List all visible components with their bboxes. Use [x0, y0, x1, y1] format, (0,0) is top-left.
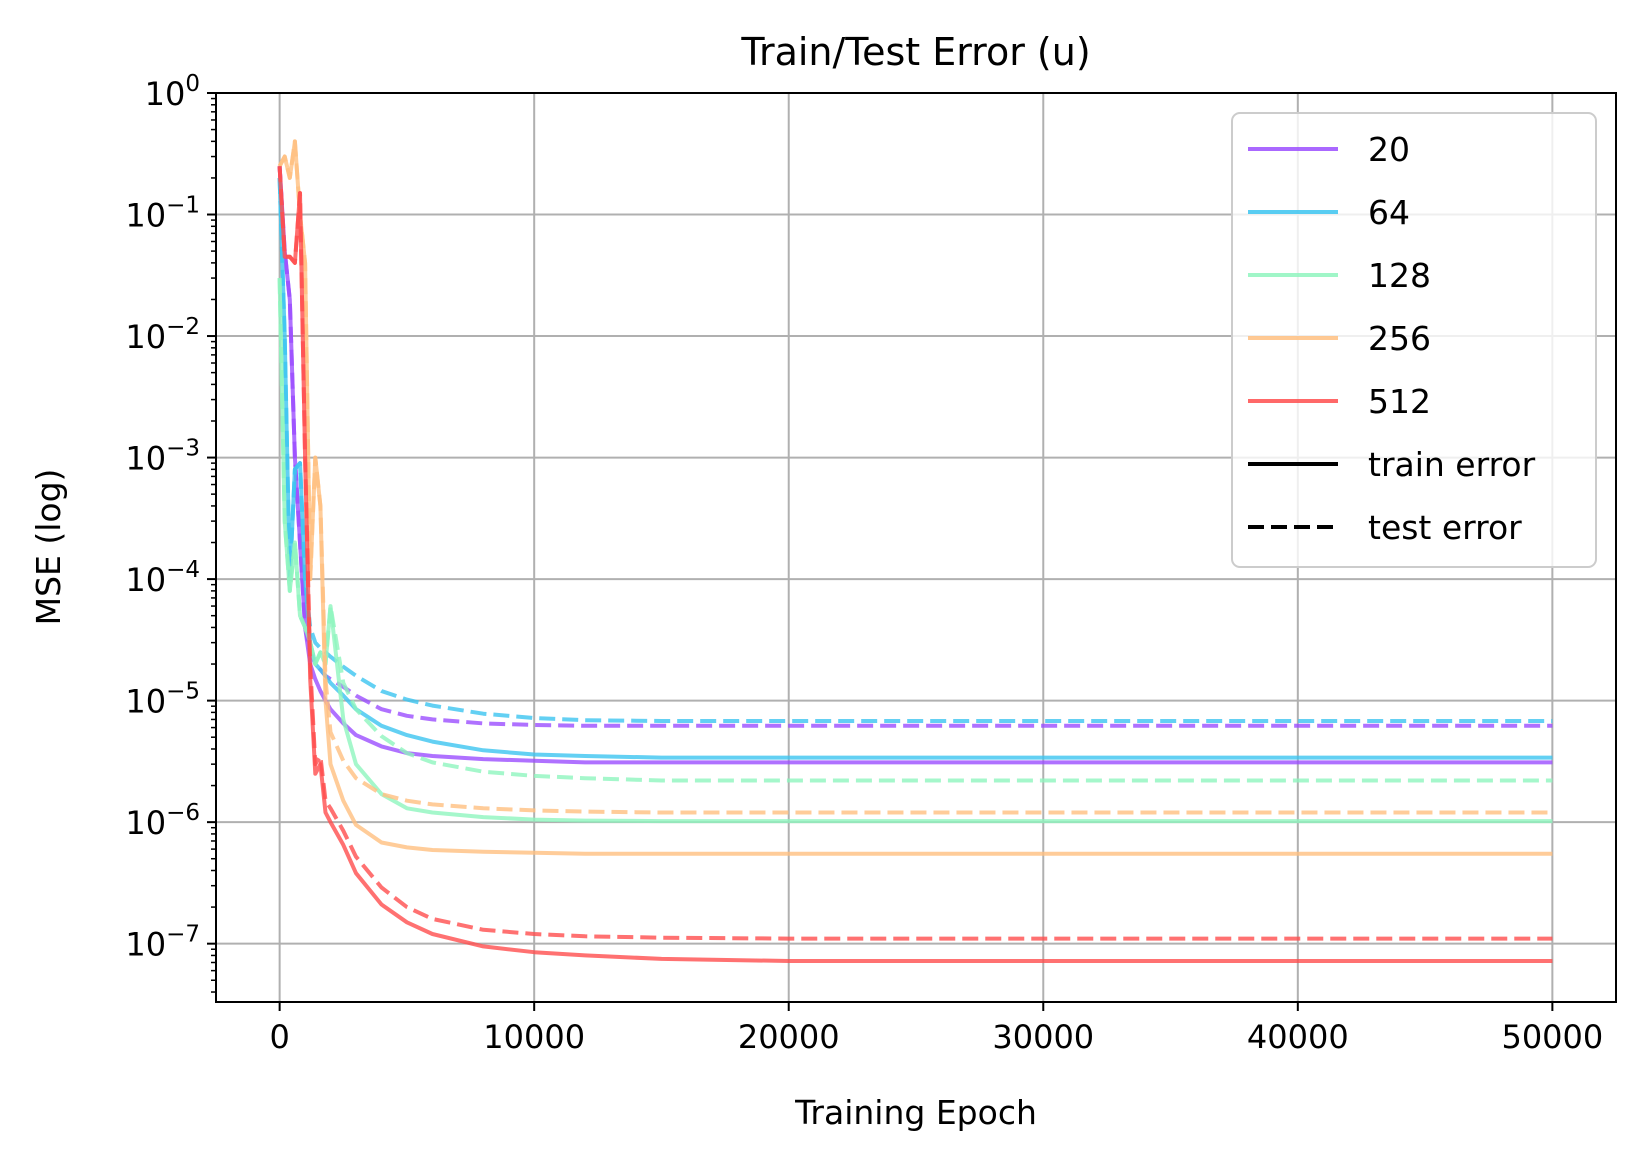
legend-label: 128: [1368, 256, 1431, 295]
x-tick-label: 30000: [992, 1018, 1094, 1056]
series-line-512-test: [277, 166, 1553, 941]
plot-lines: [277, 139, 1553, 963]
x-tick-label: 40000: [1247, 1018, 1349, 1056]
series-line-64-test: [277, 177, 1553, 723]
series-line-20-test: [277, 166, 1553, 728]
x-axis-label: Training Epoch: [794, 1093, 1037, 1132]
y-tick-label: 10−4: [125, 557, 200, 599]
y-tick-label: 10−2: [125, 314, 200, 356]
y-tick-label: 10−7: [125, 922, 200, 964]
x-tick-label: 20000: [738, 1018, 840, 1056]
chart-title: Train/Test Error (u): [740, 30, 1090, 74]
legend-box: [1231, 112, 1597, 568]
series-line-128-test: [277, 278, 1553, 783]
legend-label: 64: [1368, 193, 1410, 232]
y-tick-label: 10−1: [125, 193, 200, 235]
y-tick-label: 10−6: [125, 800, 200, 842]
y-tick-label: 10−5: [125, 679, 200, 721]
legend-label: 512: [1368, 382, 1431, 421]
x-tick-label: 10000: [483, 1018, 585, 1056]
legend: 20 64 128 256 512 train error test error: [1231, 112, 1597, 568]
y-tick-label: 10−3: [125, 436, 200, 478]
x-tick-label: 50000: [1501, 1018, 1603, 1056]
y-axis-label: MSE (log): [29, 469, 68, 626]
x-tick-label: 0: [269, 1018, 289, 1056]
legend-label: train error: [1368, 445, 1536, 484]
legend-label: 256: [1368, 319, 1431, 358]
legend-label: test error: [1368, 508, 1522, 547]
y-tick-label: 100: [145, 71, 200, 113]
plot-frame: [215, 92, 1617, 1003]
axis-ticks: 0 10000 20000 30000 40000 50000 100 10−1 10−2 10−…: [125, 71, 1603, 1056]
legend-label: 20: [1368, 130, 1410, 169]
